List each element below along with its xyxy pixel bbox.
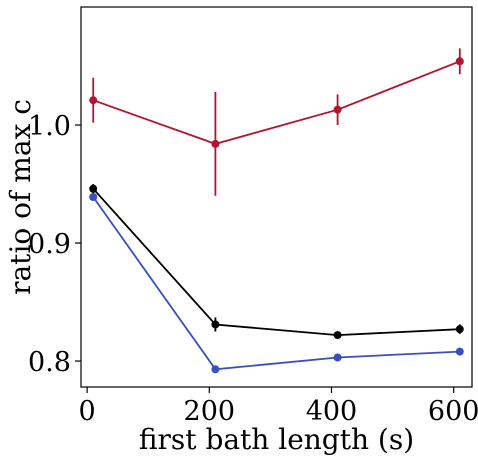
- series-1: [89, 48, 464, 196]
- data-point: [455, 57, 464, 66]
- y-tick-label: 0.9: [28, 229, 71, 260]
- y-tick-label: 1.0: [28, 111, 71, 142]
- data-point: [89, 96, 98, 105]
- data-point: [333, 353, 342, 362]
- data-point: [89, 193, 98, 201]
- x-tick-label: 600: [428, 396, 478, 427]
- series-2: [89, 184, 464, 340]
- series-line: [92, 60, 461, 145]
- x-tick-label: 0: [79, 396, 96, 427]
- plot-frame: [80, 6, 473, 388]
- y-axis-label: ratio of max c: [4, 99, 37, 295]
- data-point: [89, 184, 98, 193]
- x-tick-label: 400: [306, 396, 358, 427]
- data-point: [455, 325, 464, 334]
- data-point: [333, 331, 342, 340]
- plot-area: [89, 48, 464, 374]
- data-point: [455, 347, 464, 356]
- axis-ticks: 0 200 400 600 0.8 0.9 1.0: [28, 111, 478, 427]
- data-point: [211, 365, 220, 374]
- data-point: [211, 139, 220, 148]
- x-tick-label: 200: [184, 396, 236, 427]
- data-point: [211, 320, 220, 329]
- series-line: [92, 196, 460, 371]
- x-axis-label: first bath length (s): [139, 423, 414, 456]
- series-line: [92, 188, 460, 337]
- data-point: [333, 105, 342, 114]
- series-3: [89, 193, 464, 374]
- y-tick-label: 0.8: [28, 347, 71, 378]
